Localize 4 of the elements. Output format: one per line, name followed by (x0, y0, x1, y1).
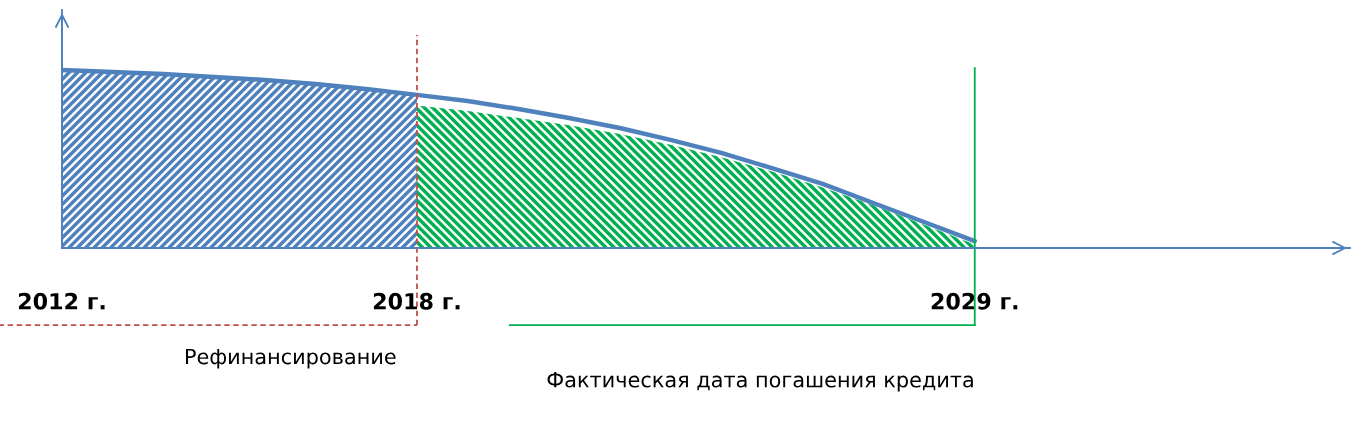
ref-line-label: Фактическая дата погашения кредита (547, 372, 973, 392)
x-tick-label: 2012 г. (18, 292, 105, 310)
ref-line-label: Рефинансирование (185, 348, 396, 369)
x-tick-label: 2018 г. (373, 292, 460, 310)
